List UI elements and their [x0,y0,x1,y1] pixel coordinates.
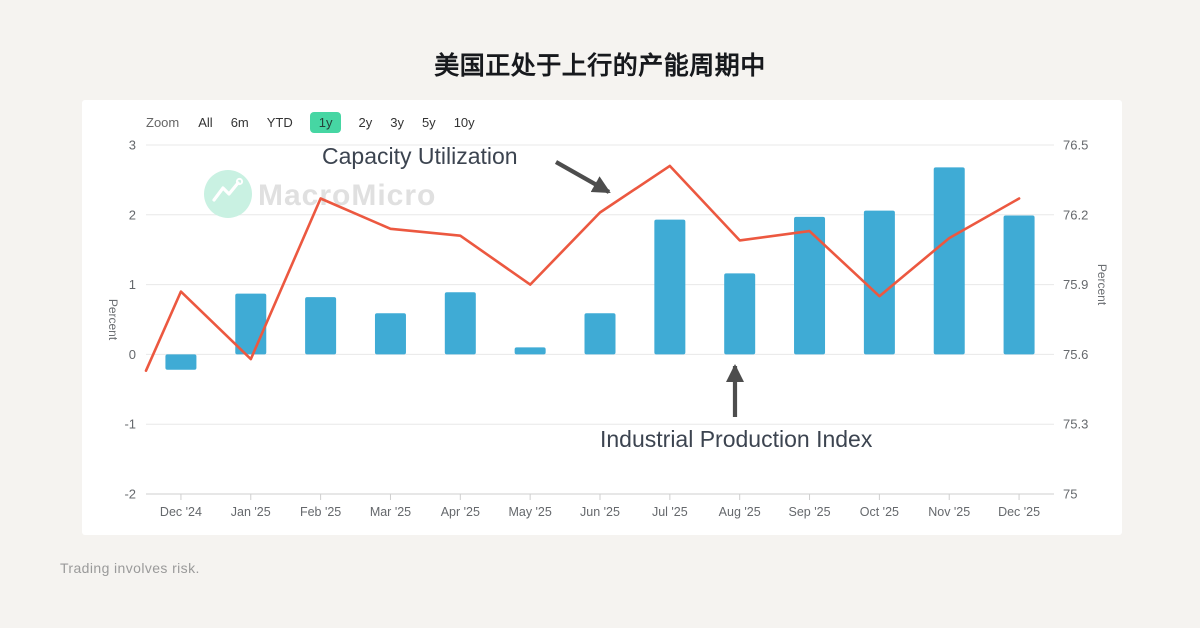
zoom-button-3y[interactable]: 3y [390,114,404,130]
left-axis-tick-label: 1 [129,277,136,292]
right-axis-tick-label: 75.6 [1063,347,1088,362]
bar-Dec '24 [165,354,197,370]
annotation-capacity-utilization: Capacity Utilization [322,143,518,169]
left-axis-tick-label: -2 [124,487,136,502]
x-axis-label: Jul '25 [652,505,688,519]
zoom-button-10y[interactable]: 10y [453,114,475,130]
bar-Apr '25 [444,292,476,355]
right-axis-tick-label: 76.2 [1063,207,1088,222]
x-axis-label: Sep '25 [789,505,831,519]
annotation-industrial-production-index: Industrial Production Index [600,426,873,452]
bar-Jun '25 [584,313,616,355]
right-axis-tick-label: 75.3 [1063,417,1088,432]
logo-zigzag-icon [212,181,240,202]
bar-Mar '25 [374,313,406,355]
zoom-toolbar: Zoom All 6m YTD 1y 2y 3y 5y 10y [146,108,476,136]
disclaimer-text: Trading involves risk. [60,560,200,576]
bar-Feb '25 [305,297,337,355]
x-axis-label: Oct '25 [860,505,899,519]
capacity-utilization-line [144,164,1021,373]
bar-Jan '25 [235,293,267,355]
x-axis-label: Dec '25 [998,505,1040,519]
x-axis-label: Nov '25 [928,505,970,519]
bar-Aug '25 [724,273,756,355]
x-axis-label: May '25 [508,505,551,519]
chart-card: 3 2 1 0 -1 -2 76.5 76.2 75.9 75.6 75.3 75 Percent Per… [82,100,1122,535]
zoom-button-6m[interactable]: 6m [230,114,249,130]
x-axis-label: Jan '25 [231,505,271,519]
watermark-brand-text: MacroMicro [258,179,436,212]
x-axis-label: Mar '25 [370,505,411,519]
bar-Jul '25 [654,219,686,355]
x-axis-label: Dec '24 [160,505,202,519]
right-axis-title: Percent [1095,264,1109,306]
left-axis-title: Percent [106,299,120,341]
left-axis-tick-label: 2 [129,207,136,222]
zoom-label: Zoom [146,114,180,130]
bar-Sep '25 [794,216,826,355]
arrow-to-line-icon [554,160,611,194]
zoom-button-2y[interactable]: 2y [358,114,373,130]
x-axis-label: Feb '25 [300,505,341,519]
zoom-buttons-group: All 6m YTD 1y 2y 3y 5y 10y [197,111,475,133]
bar-May '25 [514,347,546,355]
left-axis-tick-label: -1 [124,417,136,432]
right-axis-tick-label: 75.9 [1063,277,1088,292]
bar-Dec '25 [1003,215,1035,355]
page-title: 美国正处于上行的产能周期中 [434,52,766,80]
logo-dot-icon [235,177,244,186]
chart-plot: 3 2 1 0 -1 -2 76.5 76.2 75.9 75.6 75.3 75 Percent Per… [106,138,1109,520]
zoom-button-ytd[interactable]: YTD [266,114,293,130]
zoom-button-1y[interactable]: 1y [309,111,342,133]
zoom-button-all[interactable]: All [198,114,213,130]
bar-Nov '25 [933,167,965,355]
bar-Oct '25 [863,210,895,355]
left-axis-tick-label: 0 [129,347,136,362]
x-axis-label: Apr '25 [441,505,480,519]
right-axis-tick-label: 75 [1063,487,1077,502]
x-axis-label: Jun '25 [580,505,620,519]
left-axis-tick-label: 3 [129,138,136,153]
zoom-button-5y[interactable]: 5y [421,114,436,130]
right-axis-tick-label: 76.5 [1063,138,1088,153]
x-axis-label: Aug '25 [719,505,761,519]
